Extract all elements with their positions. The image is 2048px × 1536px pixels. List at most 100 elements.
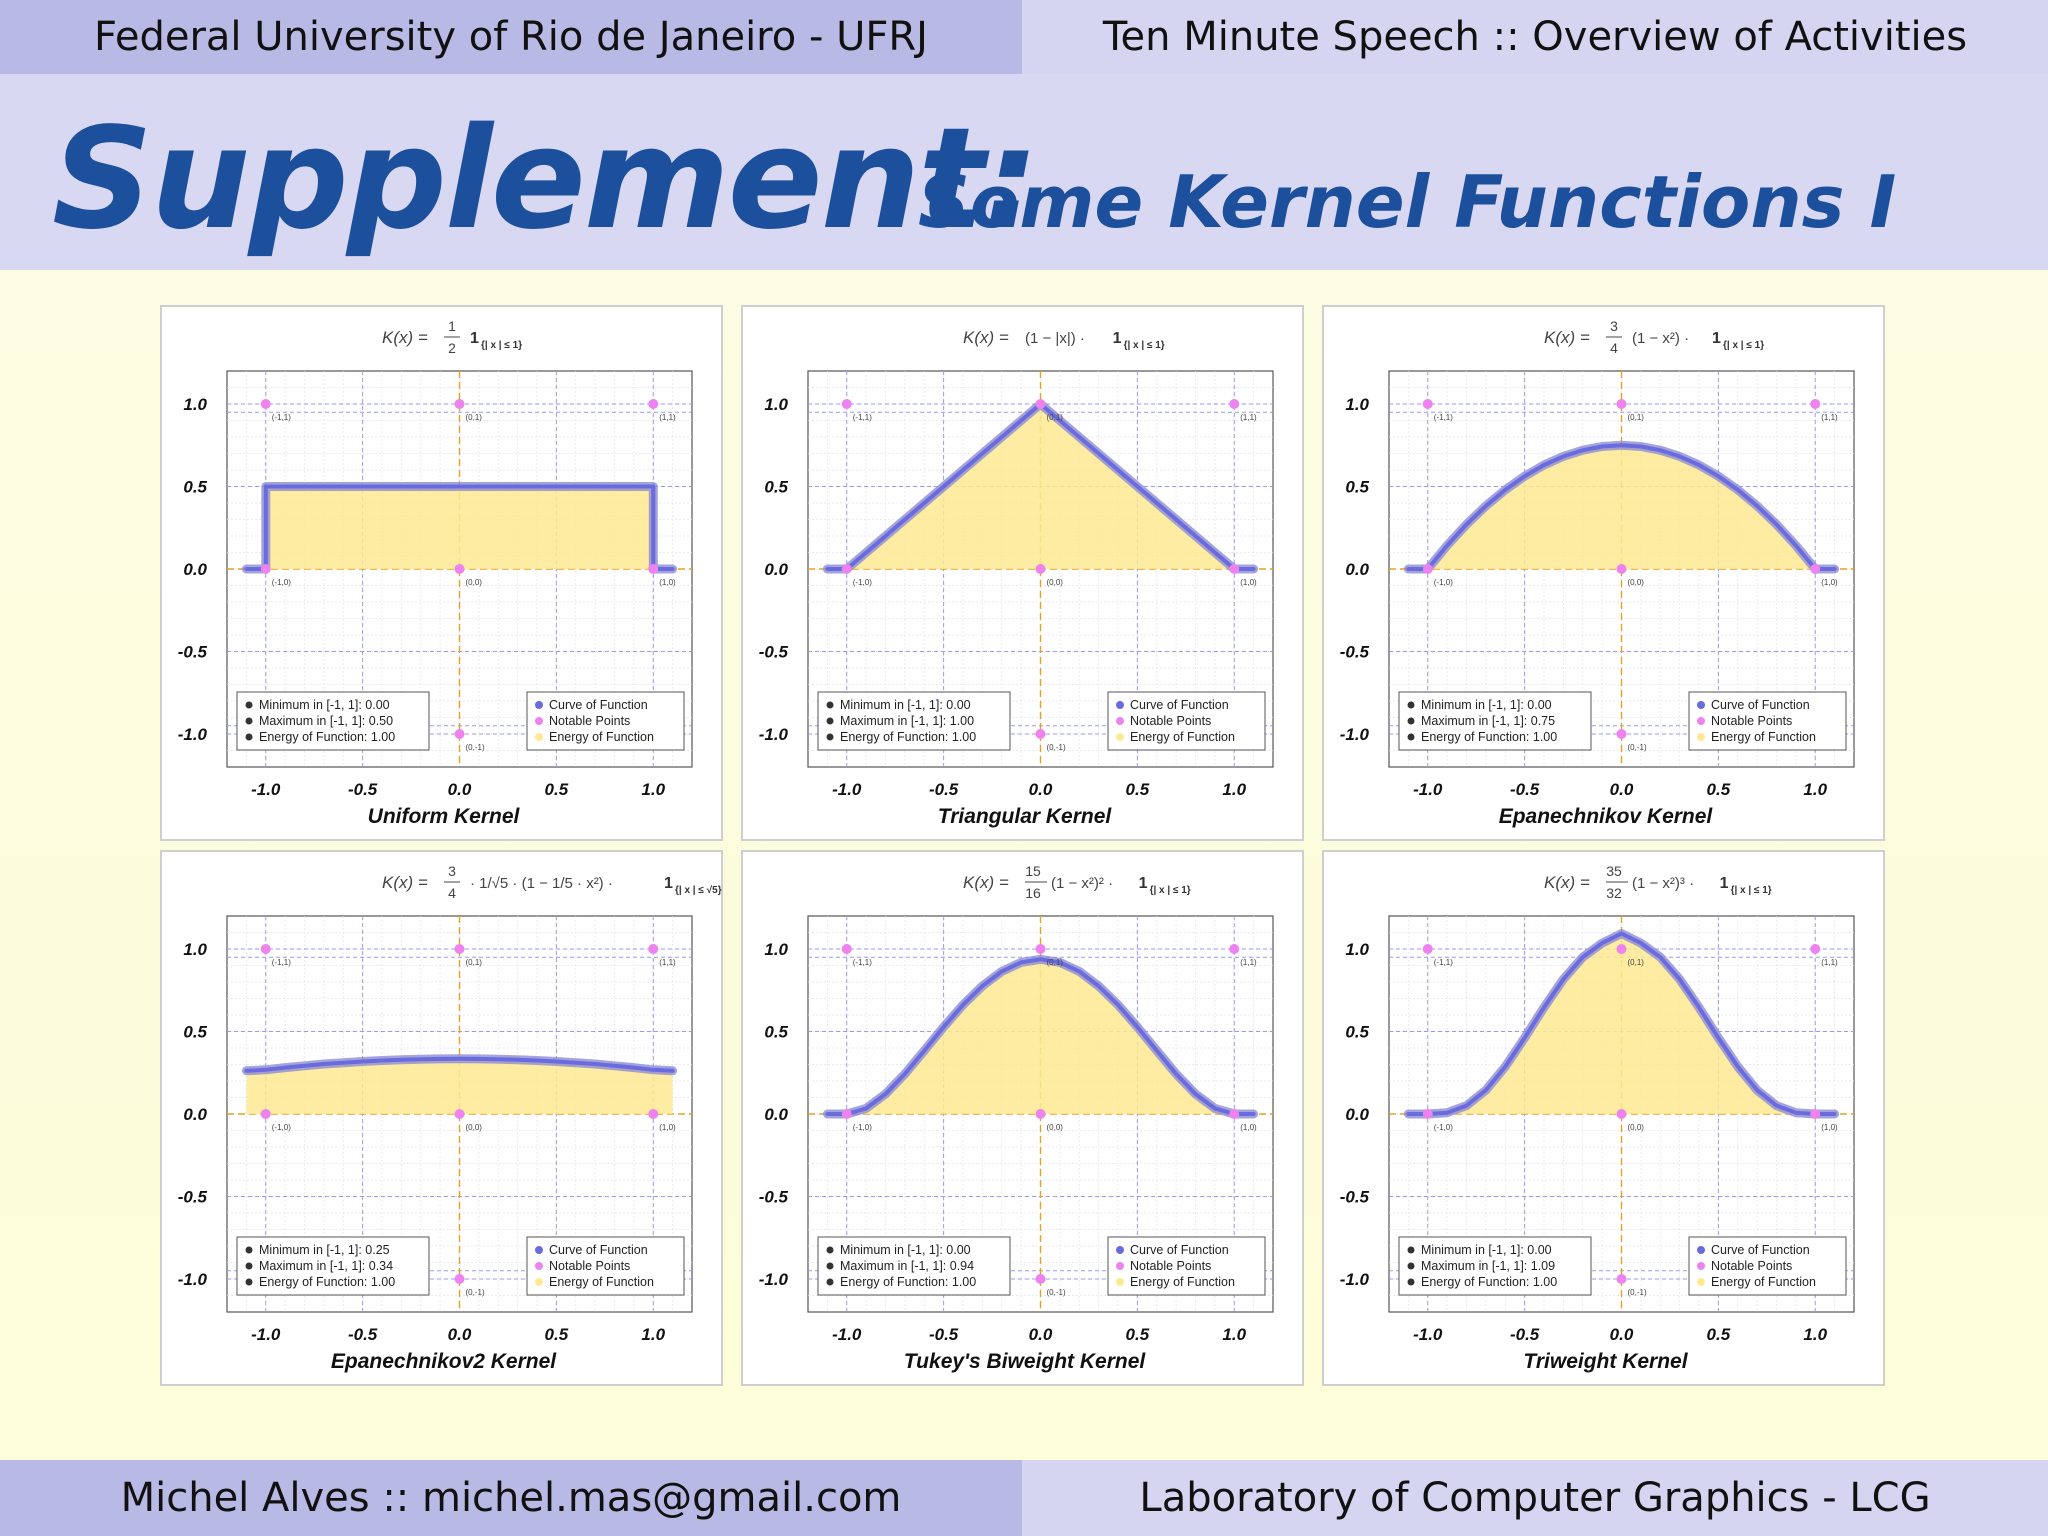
kernel-panel-1: K(x) = 1 2 1 {| x | ≤ 1} (-1,1) (0,1) (1,1) (-1,… xyxy=(160,305,723,841)
legend-swatch xyxy=(1116,733,1124,741)
formula-body: (1 − x²)³ · xyxy=(1632,875,1694,892)
stats-box xyxy=(1398,691,1592,751)
kernel-chart: K(x) =121 {| x | ≤ 1}(-1,1) (0,1) (1,1)(-1,… xyxy=(178,318,693,828)
stats-bullet xyxy=(1407,1278,1415,1286)
formula-coef-den: 32 xyxy=(1606,885,1622,901)
y-tick-label: 1.0 xyxy=(1345,395,1369,414)
y-tick-label: 0.0 xyxy=(1345,1105,1369,1124)
notable-point xyxy=(1810,564,1821,574)
formula-indicator: {| x | ≤ 1} xyxy=(481,340,522,351)
notable-point xyxy=(1422,1109,1433,1119)
kernel-formula: K(x) = 15 16 (1 − x²)² · 1 {| x | ≤ 1} xyxy=(963,863,1191,901)
stats-bullet xyxy=(826,1262,834,1270)
legend-entry: Curve of Function xyxy=(1130,1243,1229,1257)
x-tick-label: 1.0 xyxy=(1222,780,1246,799)
stats-bullet xyxy=(245,1278,253,1286)
legend-box xyxy=(526,691,685,751)
stats-box xyxy=(236,691,430,751)
legend-entry: Notable Points xyxy=(1130,714,1211,728)
point-label: (0,-1) xyxy=(466,1288,485,1297)
indicator-one: 1 xyxy=(1139,875,1148,892)
stats-line: Maximum in [-1, 1]: 0.50 xyxy=(259,714,393,728)
legend-entry: Energy of Function xyxy=(1711,1275,1816,1289)
point-label: (-1,1) xyxy=(853,958,872,967)
point-label: (-1,0) xyxy=(272,578,291,587)
y-tick-label: 0.0 xyxy=(183,1105,207,1124)
notable-point xyxy=(1229,944,1240,954)
notable-point xyxy=(260,944,271,954)
x-tick-label: 0.5 xyxy=(1126,1325,1150,1344)
header-presentation: Ten Minute Speech :: Overview of Activit… xyxy=(1022,0,2048,74)
indicator-one: 1 xyxy=(1720,875,1729,892)
legend-entry: Energy of Function xyxy=(549,1275,654,1289)
x-tick-label: 1.0 xyxy=(1803,1325,1827,1344)
legend-box xyxy=(1688,1236,1847,1296)
kernel-title: Epanechnikov2 Kernel xyxy=(331,1350,557,1373)
x-tick-label: -0.5 xyxy=(929,1325,959,1344)
notable-point xyxy=(648,1109,659,1119)
y-tick-label: 0.0 xyxy=(764,1105,788,1124)
stats-box xyxy=(1398,1236,1592,1296)
point-label: (1,0) xyxy=(1240,578,1257,587)
notable-point xyxy=(1616,729,1627,739)
notable-point xyxy=(1422,564,1433,574)
formula-indicator: {| x | ≤ 1} xyxy=(1731,885,1772,896)
kernel-chart: K(x) = 35 32 (1 − x²)³ · 1 {| x | ≤ 1} (-1,1) (… xyxy=(1340,863,1855,1373)
notable-point xyxy=(1229,399,1240,409)
y-tick-label: -0.5 xyxy=(1340,643,1370,662)
kernel-panel-6: K(x) = 35 32 (1 − x²)³ · 1 {| x | ≤ 1} (-1,1) (… xyxy=(1322,850,1885,1386)
formula-coef-num: 3 xyxy=(1610,318,1618,334)
y-tick-label: 0.0 xyxy=(1345,560,1369,579)
slide-subtitle: Some Kernel Functions I xyxy=(918,160,1897,244)
y-tick-label: 0.5 xyxy=(764,1023,788,1042)
notable-point xyxy=(1810,1109,1821,1119)
notable-point xyxy=(260,1109,271,1119)
stats-line: Maximum in [-1, 1]: 0.34 xyxy=(259,1259,393,1273)
point-label: (1,1) xyxy=(659,413,676,422)
author-contact: Michel Alves :: michel.mas@gmail.com xyxy=(120,1475,902,1521)
legend-swatch xyxy=(1697,733,1705,741)
y-tick-label: -1.0 xyxy=(1340,725,1370,744)
point-label: (1,1) xyxy=(1821,413,1838,422)
x-tick-label: -0.5 xyxy=(1510,780,1540,799)
legend-swatch xyxy=(1116,1278,1124,1286)
legend-entry: Notable Points xyxy=(549,1259,630,1273)
kernel-title: Triangular Kernel xyxy=(938,805,1113,828)
y-tick-label: -0.5 xyxy=(178,643,208,662)
legend-entry: Energy of Function xyxy=(1130,730,1235,744)
point-label: (1,1) xyxy=(1240,958,1257,967)
formula-prefix: K(x) = xyxy=(382,328,428,347)
legend-entry: Curve of Function xyxy=(549,1243,648,1257)
slide-title: Supplement: xyxy=(52,98,1039,261)
notable-point xyxy=(1616,564,1627,574)
x-tick-label: 1.0 xyxy=(641,1325,665,1344)
y-tick-label: 1.0 xyxy=(764,395,788,414)
stats-line: Minimum in [-1, 1]: 0.00 xyxy=(1421,1243,1552,1257)
y-tick-label: 1.0 xyxy=(764,940,788,959)
point-label: (1,1) xyxy=(659,958,676,967)
notable-point xyxy=(1616,1274,1627,1284)
point-label: (0,1) xyxy=(1047,958,1064,967)
point-label: (-1,1) xyxy=(272,958,291,967)
notable-point xyxy=(1616,944,1627,954)
legend-swatch xyxy=(535,1262,543,1270)
kernel-title: Triweight Kernel xyxy=(1523,1350,1688,1373)
y-tick-label: -1.0 xyxy=(1340,1270,1370,1289)
legend-box xyxy=(1107,1236,1266,1296)
point-label: (1,0) xyxy=(1821,1123,1838,1132)
energy-area xyxy=(246,486,673,569)
point-label: (0,1) xyxy=(1628,958,1645,967)
point-label: (0,1) xyxy=(1047,413,1064,422)
notable-point xyxy=(648,944,659,954)
notable-point xyxy=(1035,729,1046,739)
stats-line: Maximum in [-1, 1]: 0.94 xyxy=(840,1259,974,1273)
indicator-one: 1 xyxy=(664,875,673,892)
x-tick-label: -1.0 xyxy=(251,1325,281,1344)
kernel-chart: K(x) = (1 − |x|) · 1 {| x | ≤ 1} (-1,1) (0,1)… xyxy=(759,328,1274,828)
footer-lab: Laboratory of Computer Graphics - LCG xyxy=(1022,1460,2048,1536)
x-tick-label: 0.0 xyxy=(1029,1325,1053,1344)
y-tick-label: 0.5 xyxy=(1345,1023,1369,1042)
y-tick-label: -1.0 xyxy=(178,1270,208,1289)
kernel-chart: K(x) = 3 4 · 1/√5 · (1 − 1/5 · x²) · 1 {| x |… xyxy=(178,863,722,1373)
point-label: (-1,0) xyxy=(853,1123,872,1132)
